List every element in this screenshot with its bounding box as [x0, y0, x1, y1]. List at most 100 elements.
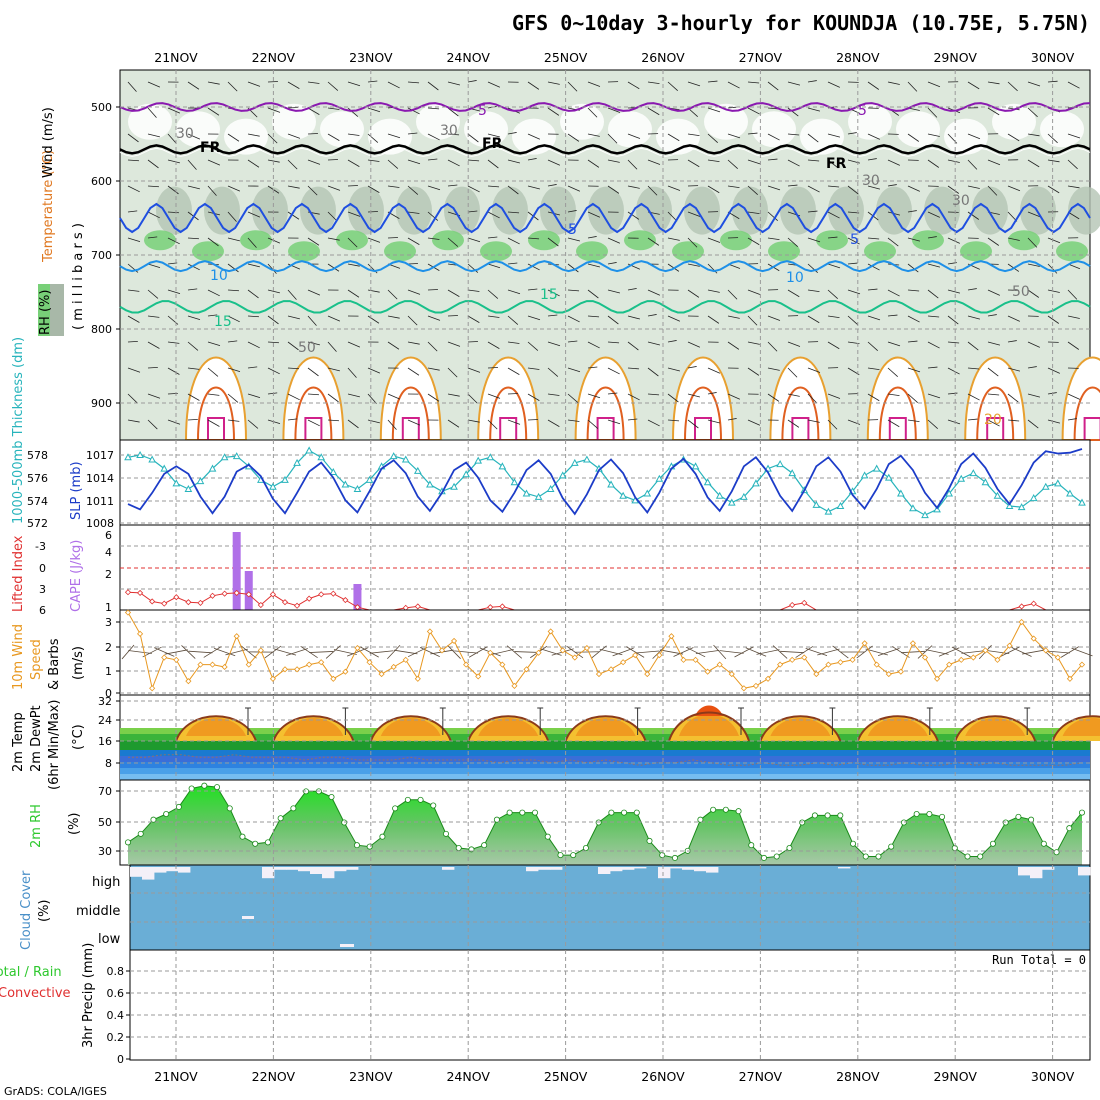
wind-barb — [807, 393, 818, 404]
wind-barb-10m — [734, 646, 754, 658]
wind-barb — [407, 159, 421, 165]
freezing-level-label: FR — [482, 136, 503, 152]
rh-patch — [144, 230, 176, 251]
daytime-warm-dome-inner — [196, 386, 236, 441]
rh2m-marker — [404, 796, 411, 803]
wind-barb — [627, 341, 639, 351]
wind10m-marker — [849, 656, 856, 663]
wind-barb — [987, 419, 1000, 427]
date-label-bottom: 23NOV — [349, 1069, 393, 1084]
wind-barb — [267, 341, 279, 344]
wind-barb — [987, 107, 1000, 116]
wind-barb — [247, 289, 259, 299]
wind-barb — [547, 159, 561, 166]
thickness-marker — [945, 489, 954, 497]
rh2m-marker — [239, 833, 246, 840]
daytime-warm-dome-inner — [489, 386, 528, 441]
wind-barb — [167, 341, 180, 344]
thickness-marker — [486, 453, 495, 461]
wind10m-marker — [620, 659, 627, 666]
wind-barb — [947, 237, 960, 244]
wind-barb — [227, 185, 241, 192]
daytime-hot-core — [304, 417, 323, 440]
panel-10m-wind: 3 2 1 0 10m Wind Speed & Barbs (m/s) — [11, 609, 1093, 700]
wind-barb — [807, 237, 821, 243]
wind-barb — [347, 367, 357, 378]
rh2m-marker — [532, 809, 539, 816]
wind10m-marker — [173, 656, 180, 663]
thickness-marker — [1005, 501, 1014, 509]
wind-barb — [787, 159, 800, 167]
wind-barb — [247, 211, 261, 218]
rh2m-marker — [939, 813, 946, 820]
wind-barb — [287, 367, 299, 370]
rh2m-marker — [163, 811, 170, 818]
wind10m-marker — [342, 668, 349, 675]
wind-barb — [647, 289, 661, 296]
wind-barb — [287, 211, 300, 220]
wind-barb — [247, 419, 259, 429]
moist-patch — [252, 186, 288, 235]
wind-barb — [487, 211, 500, 219]
cloud-axis-label: Cloud Cover — [19, 870, 34, 950]
rh-30-label: 30 — [176, 126, 194, 142]
wind-barb — [567, 185, 581, 192]
rh2m-tick-label: 30 — [98, 845, 112, 858]
wind-barb — [207, 237, 219, 247]
wind-barb — [167, 367, 180, 375]
wind-barb — [907, 315, 920, 323]
max-temp-curve — [1051, 715, 1100, 742]
wind-barb — [907, 263, 919, 273]
thickness-marker — [329, 467, 338, 475]
wind-barb — [147, 133, 160, 138]
wind-barb — [927, 159, 940, 168]
wind-barb — [627, 367, 640, 370]
wind-barb — [927, 315, 940, 318]
wind-barb — [467, 315, 480, 323]
wind-barb — [127, 289, 140, 292]
wind-barb — [687, 81, 701, 87]
wind-barb — [987, 159, 1001, 166]
rh2m-marker — [608, 809, 615, 816]
thickness-marker — [993, 491, 1002, 499]
wind-barb — [287, 289, 297, 300]
wind-barb — [787, 237, 798, 248]
wind10m-marker — [438, 647, 446, 654]
wind-barb — [327, 315, 341, 322]
lifted-index-marker — [137, 589, 144, 596]
slp-thickness-series — [124, 446, 1086, 519]
isotherm-5-label-upper: 5 — [858, 103, 867, 119]
wind-barb — [1027, 133, 1040, 137]
wind-barb — [507, 315, 519, 325]
wind-barb — [607, 133, 618, 144]
wind10m-marker — [269, 675, 276, 682]
wind-barb — [887, 81, 900, 85]
daytime-hot-core — [401, 417, 420, 440]
wind-barb — [307, 107, 320, 115]
thickness-marker — [305, 446, 313, 454]
wind10m-marker — [293, 666, 301, 673]
wind10m-marker — [994, 656, 1001, 663]
wind-barb — [1027, 419, 1039, 429]
high-cloud-bar — [838, 867, 851, 869]
wind-barb — [767, 81, 779, 91]
wind-barb — [607, 419, 621, 425]
wind-barb — [747, 159, 761, 165]
date-label-bottom: 30NOV — [1031, 1069, 1075, 1084]
thickness-marker — [534, 492, 543, 500]
wind-barb — [347, 289, 360, 298]
wind-barb — [987, 367, 999, 377]
wind-barb — [387, 393, 401, 400]
high-cloud-bar — [1030, 867, 1043, 879]
wind-barb — [567, 263, 579, 273]
rh2m-marker — [137, 830, 144, 837]
wind-barb — [447, 341, 461, 347]
wind-barb — [427, 133, 440, 141]
wind-barb — [767, 237, 780, 241]
wind-barb — [967, 393, 980, 401]
wind-barb — [867, 81, 880, 90]
wind-barb — [687, 393, 701, 398]
wind10m-marker — [595, 671, 603, 678]
wind-barb — [1007, 237, 1020, 241]
thickness-marker — [1041, 482, 1050, 490]
